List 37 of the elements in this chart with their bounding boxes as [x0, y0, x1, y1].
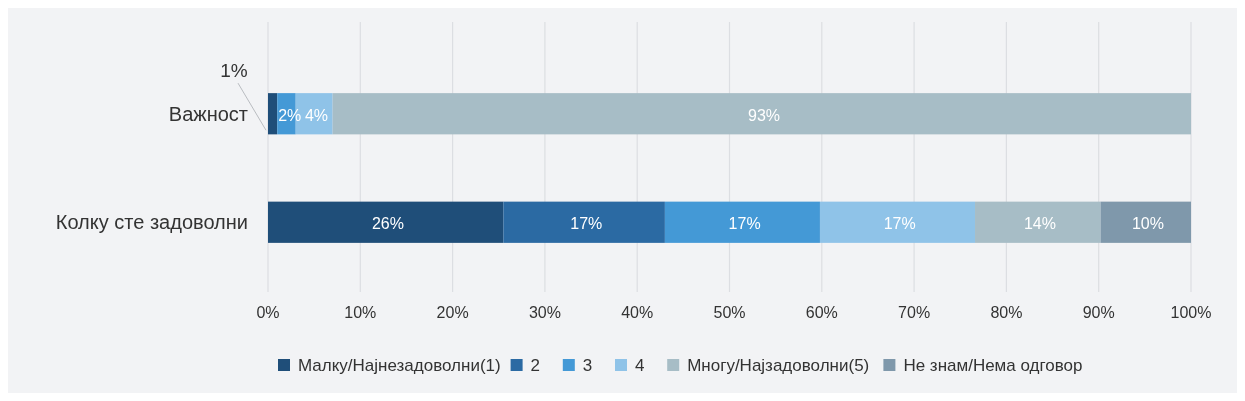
- data-label: 2%: [278, 106, 302, 124]
- bar: [975, 201, 1101, 243]
- y-tick-label: Колку сте задоволни: [55, 211, 248, 234]
- bar: [503, 201, 665, 243]
- data-label: 14%: [1023, 215, 1057, 233]
- x-tick-label: 20%: [436, 304, 469, 321]
- bar: [268, 201, 504, 243]
- data-label: 17%: [728, 215, 761, 233]
- data-label: 17%: [883, 215, 916, 233]
- legend-label: 3: [582, 356, 593, 375]
- data-label: 93%: [748, 106, 781, 124]
- data-label: 17%: [570, 215, 603, 233]
- x-tick-label: 10%: [344, 304, 377, 321]
- legend-label: 2: [530, 356, 541, 375]
- data-label: 1%: [220, 60, 248, 82]
- y-tick-label: Важност: [168, 102, 248, 125]
- x-tick-label: 80%: [990, 304, 1023, 321]
- x-tick-label: 70%: [898, 304, 931, 321]
- x-tick-label: 50%: [713, 304, 746, 321]
- bar: [1100, 201, 1191, 243]
- x-tick-label: 90%: [1082, 304, 1115, 321]
- bar: [819, 201, 976, 243]
- data-label: 10%: [1131, 215, 1164, 233]
- bar: [268, 93, 278, 135]
- legend-label: 4: [635, 356, 645, 375]
- x-tick-label: 60%: [805, 304, 838, 321]
- bar: [664, 201, 820, 243]
- legend-label: Не знам/Нема одговор: [903, 356, 1083, 375]
- data-label: 26%: [371, 215, 404, 233]
- bar: [332, 93, 1191, 135]
- x-tick-label: 30%: [528, 304, 561, 321]
- data-label: 4%: [304, 106, 329, 124]
- legend-label: Малку/Најнезадоволни(1): [298, 356, 501, 375]
- legend-label: Многу/Најзадоволни(5): [687, 356, 870, 375]
- x-tick-label: 0%: [256, 304, 280, 321]
- x-tick-label: 100%: [1170, 304, 1212, 321]
- x-tick-label: 40%: [621, 304, 654, 321]
